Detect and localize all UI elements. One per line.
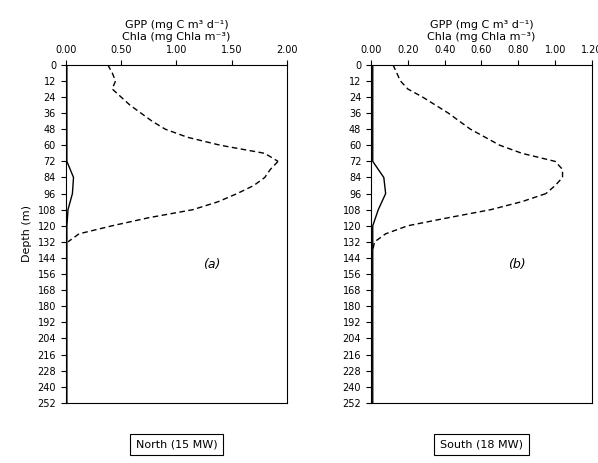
Text: North (15 MW): North (15 MW) [136, 439, 217, 450]
Text: (b): (b) [508, 257, 526, 270]
Text: (a): (a) [203, 257, 220, 270]
Y-axis label: Depth (m): Depth (m) [22, 205, 32, 263]
Text: South (18 MW): South (18 MW) [440, 439, 523, 450]
Title: GPP (mg C m³ d⁻¹)
Chla (mg Chla m⁻³): GPP (mg C m³ d⁻¹) Chla (mg Chla m⁻³) [122, 20, 230, 42]
Title: GPP (mg C m³ d⁻¹)
Chla (mg Chla m⁻³): GPP (mg C m³ d⁻¹) Chla (mg Chla m⁻³) [428, 20, 536, 42]
